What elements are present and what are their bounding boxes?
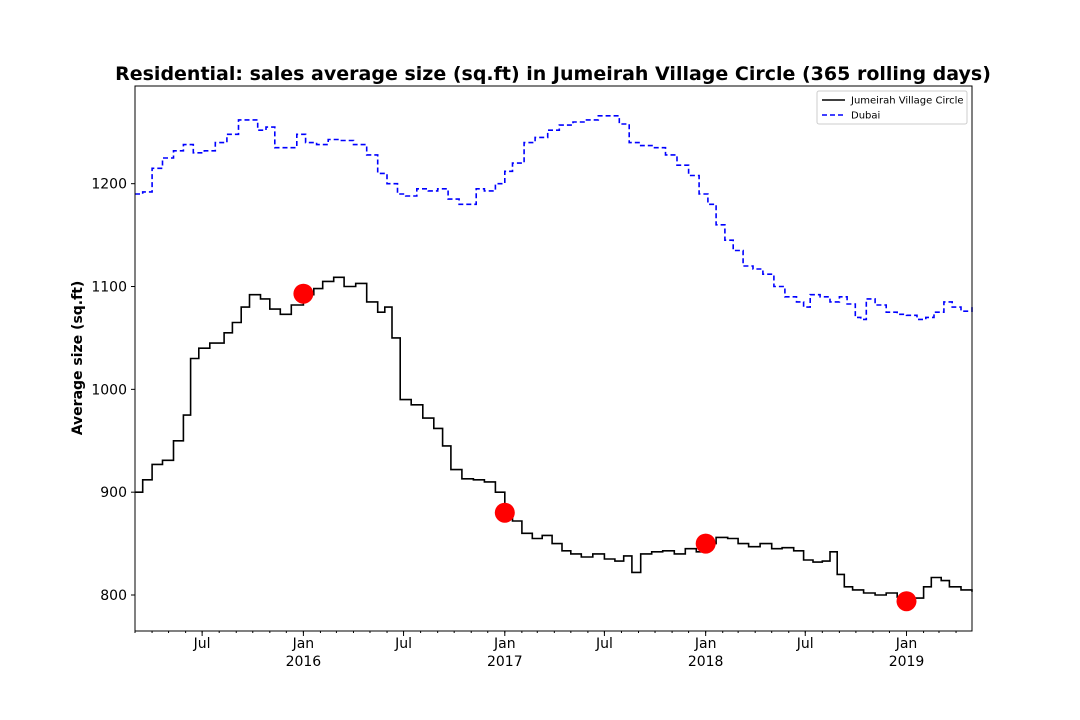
chart-title: Residential: sales average size (sq.ft) … — [115, 63, 991, 85]
y-axis: 800 900 1000 1100 1200 — [91, 177, 135, 604]
y-tick-label: 900 — [100, 485, 127, 501]
highlight-marker — [695, 533, 716, 554]
legend-label-dubai: Dubai — [851, 111, 880, 122]
series-layer — [135, 115, 973, 601]
highlight-marker — [896, 591, 917, 612]
highlight-marker — [494, 502, 515, 523]
y-tick-label: 1200 — [91, 177, 127, 193]
x-tick-label: Jul — [394, 636, 412, 652]
plot-frame — [134, 85, 973, 632]
x-tick-year-label: 2017 — [487, 654, 523, 670]
series-line-jumeirah-village-circle — [135, 276, 973, 601]
y-tick-label: 1100 — [91, 280, 127, 296]
x-tick-label: Jan — [493, 636, 516, 652]
legend-box — [816, 90, 968, 125]
x-tick-label: Jul — [193, 636, 211, 652]
x-tick-label: Jan — [694, 636, 717, 652]
x-tick-year-label: 2019 — [889, 654, 925, 670]
x-axis: Jul Jan 2016 Jul Jan 2017 Jul Jan 2018 Jul Jan 2019 — [134, 631, 957, 670]
marker-layer — [293, 283, 917, 612]
highlight-marker — [293, 283, 314, 304]
x-tick-label: Jan — [292, 636, 315, 652]
x-tick-label: Jul — [595, 636, 613, 652]
x-tick-year-label: 2018 — [688, 654, 724, 670]
y-tick-label: 1000 — [91, 382, 127, 398]
x-tick-label: Jan — [895, 636, 918, 652]
y-tick-label: 800 — [100, 588, 127, 604]
y-axis-label: Average size (sq.ft) — [70, 281, 86, 436]
series-line-dubai — [135, 115, 973, 321]
legend-label-jumeirah-village-circle: Jumeirah Village Circle — [850, 96, 964, 107]
x-tick-label: Jul — [796, 636, 814, 652]
x-tick-year-label: 2016 — [286, 654, 322, 670]
legend: Jumeirah Village Circle Dubai — [816, 90, 968, 125]
